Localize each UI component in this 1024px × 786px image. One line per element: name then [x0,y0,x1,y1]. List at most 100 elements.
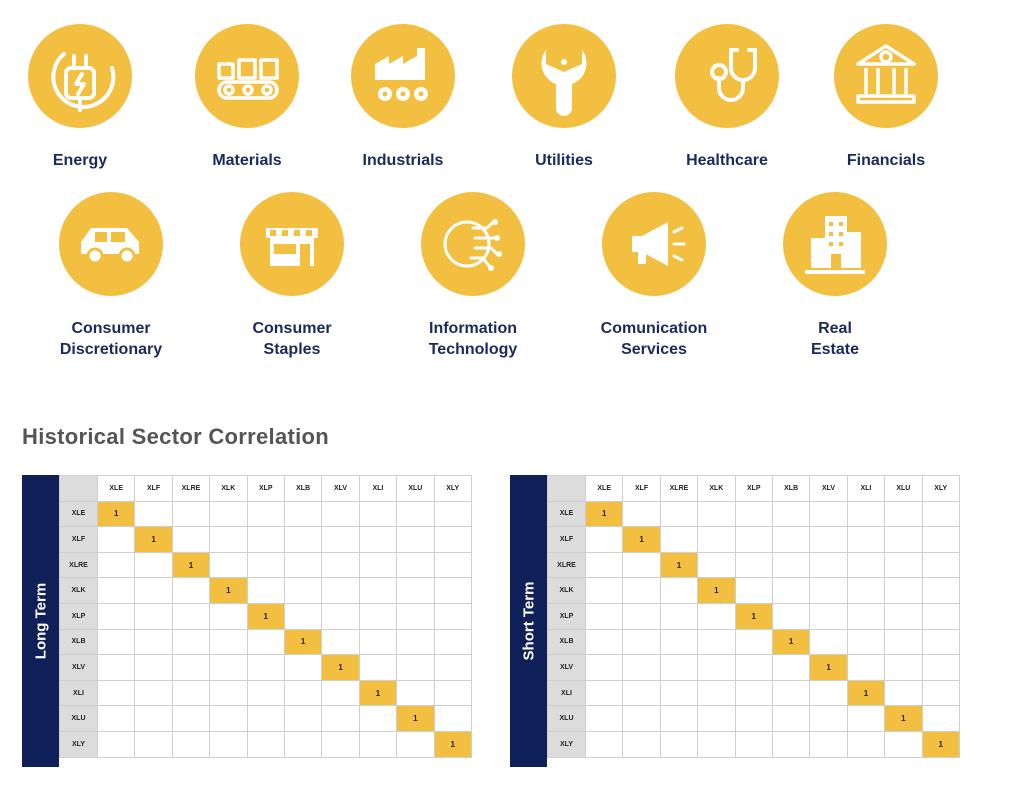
correlation-cell [246,500,285,528]
correlation-cell [396,628,435,656]
diagonal-cell: 1 [134,526,173,553]
matrix-label-text: Long Term [32,582,49,660]
correlation-cell [358,705,398,732]
diagonal-cell: 1 [697,577,736,604]
correlation-cell [321,526,360,553]
correlation-cell [846,628,886,656]
diagonal-cell: 1 [283,628,323,656]
sector-utilities: Utilities [484,24,644,171]
table-row: XLP 1 [547,602,960,630]
table-row: XLI 1 [59,679,472,707]
correlation-cell [283,500,323,528]
table-row: XLE 1 [59,500,472,528]
correlation-cell [134,577,173,604]
row-header: XLF [59,526,98,553]
diagonal-cell: 1 [921,730,960,758]
corner-cell [547,475,586,502]
diagonal-cell: 1 [171,551,211,579]
correlation-cell [584,526,624,553]
correlation-cell [884,602,923,630]
sector-label: Utilities [535,152,593,169]
diagonal-cell: 1 [358,679,398,707]
correlation-cell [809,500,848,528]
table-row: XLY 1 [547,730,960,758]
correlation-cell [697,679,736,707]
correlation-cell [771,551,811,579]
diagonal-cell: 1 [846,679,886,707]
correlation-cell [697,654,736,681]
correlation-cell [209,551,248,579]
column-header: XLF [134,475,173,502]
sector-real-estate: Real Estate [755,192,915,360]
sector-label: Consumer Staples [252,320,332,358]
correlation-cell [734,500,773,528]
correlation-cell [584,730,624,758]
correlation-cell [771,679,811,707]
correlation-cell [358,654,398,681]
correlation-cell [396,526,435,553]
correlation-cell [584,577,624,604]
correlation-cell [697,551,736,579]
table-row: XLF 1 [59,526,472,553]
row-header: XLP [59,602,98,630]
correlation-cell [622,551,661,579]
column-header: XLF [622,475,661,502]
correlation-cell [734,679,773,707]
correlation-cell [321,730,360,758]
row-header: XLI [59,679,98,707]
column-header: XLE [584,475,624,502]
correlation-cell [321,628,360,656]
correlation-cell [321,679,360,707]
diagonal-cell: 1 [584,500,624,528]
correlation-cell [209,602,248,630]
correlation-cell [358,628,398,656]
header-row: XLE XLF XLRE XLK XLP XLB XLV XLI XLU XLY [547,475,960,502]
correlation-cell [809,679,848,707]
correlation-cell [321,500,360,528]
correlation-cell [396,654,435,681]
row-header: XLRE [547,551,586,579]
correlation-cell [771,526,811,553]
correlation-cell [622,628,661,656]
row-header: XLU [547,705,586,732]
correlation-cell [433,577,472,604]
correlation-cell [96,628,136,656]
correlation-cell [209,654,248,681]
table-row: XLY 1 [59,730,472,758]
factory-icon [351,24,455,128]
buildings-icon [783,192,887,296]
correlation-cell [809,526,848,553]
row-header: XLE [547,500,586,528]
correlation-cell [433,705,472,732]
column-header: XLU [396,475,435,502]
correlation-cell [659,654,699,681]
correlation-cell [771,654,811,681]
megaphone-icon [602,192,706,296]
correlation-cell [771,577,811,604]
sector-financials: Financials [806,24,966,171]
correlation-cell [171,628,211,656]
column-header: XLRE [171,475,211,502]
correlation-cell [96,602,136,630]
wrench-gear-icon [512,24,616,128]
table-row: XLB 1 [59,628,472,656]
correlation-cell [134,602,173,630]
correlation-cell [622,602,661,630]
correlation-cell [171,679,211,707]
correlation-cell [283,679,323,707]
correlation-cell [283,602,323,630]
table-row: XLF 1 [547,526,960,553]
table-row: XLE 1 [547,500,960,528]
sector-label: Financials [846,152,926,169]
correlation-cell [171,526,211,553]
table-row: XLK 1 [59,577,472,604]
row-header: XLU [59,705,98,732]
column-header: XLB [771,475,811,502]
correlation-cell [433,602,472,630]
sector-information-technology: Information Technology [393,192,553,360]
diagonal-cell: 1 [433,730,472,758]
correlation-cell [846,577,886,604]
diagonal-cell: 1 [209,577,248,604]
row-header: XLY [59,730,98,758]
column-header: XLK [697,475,736,502]
